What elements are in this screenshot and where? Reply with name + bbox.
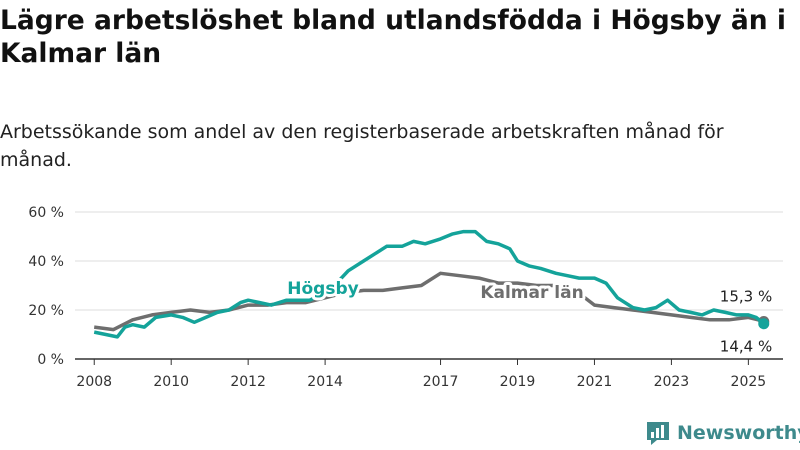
chart-subtitle: Arbetssökande som andel av den registerb… xyxy=(0,121,724,171)
series-lines xyxy=(93,229,770,339)
x-tick-label: 2010 xyxy=(153,374,189,390)
grid-lines xyxy=(75,211,783,360)
end-value-label: 15,3 % xyxy=(720,288,772,306)
chart-title: Lägre arbetslöshet bland utlandsfödda i … xyxy=(0,5,786,69)
series-inline-label: Högsby xyxy=(287,279,358,299)
x-axis: 2008 2010 2012 2014 2017 2019 2021 2023 2025 xyxy=(76,359,766,390)
y-tick-label: 40 % xyxy=(28,254,64,270)
newsworthy-logo: Newsworthy xyxy=(645,420,800,446)
bar-chart-logo-icon xyxy=(647,422,669,445)
x-tick-label: 2021 xyxy=(577,374,613,390)
y-tick-label: 20 % xyxy=(28,303,64,319)
y-axis-ticks: 0 % 20 % 40 % 60 % xyxy=(28,205,64,368)
series-inline-label: Kalmar län xyxy=(480,283,583,303)
y-tick-label: 60 % xyxy=(28,205,64,221)
series-line-h-gsby xyxy=(93,229,765,339)
y-tick-label: 0 % xyxy=(37,352,64,368)
x-tick-label: 2019 xyxy=(500,374,536,390)
x-tick-label: 2014 xyxy=(307,374,343,390)
x-tick-label: 2023 xyxy=(654,374,690,390)
brand-name: Newsworthy xyxy=(677,422,800,444)
series-line-kalmar-l-n xyxy=(93,271,765,332)
x-tick-label: 2008 xyxy=(76,374,112,390)
end-point-h-gsby xyxy=(758,318,770,330)
x-tick-label: 2012 xyxy=(230,374,266,390)
x-tick-label: 2025 xyxy=(731,374,767,390)
series-labels: 15,3 % 14,4 % Högsby Kalmar län xyxy=(284,276,772,356)
end-value-label: 14,4 % xyxy=(720,338,772,356)
x-tick-label: 2017 xyxy=(423,374,459,390)
